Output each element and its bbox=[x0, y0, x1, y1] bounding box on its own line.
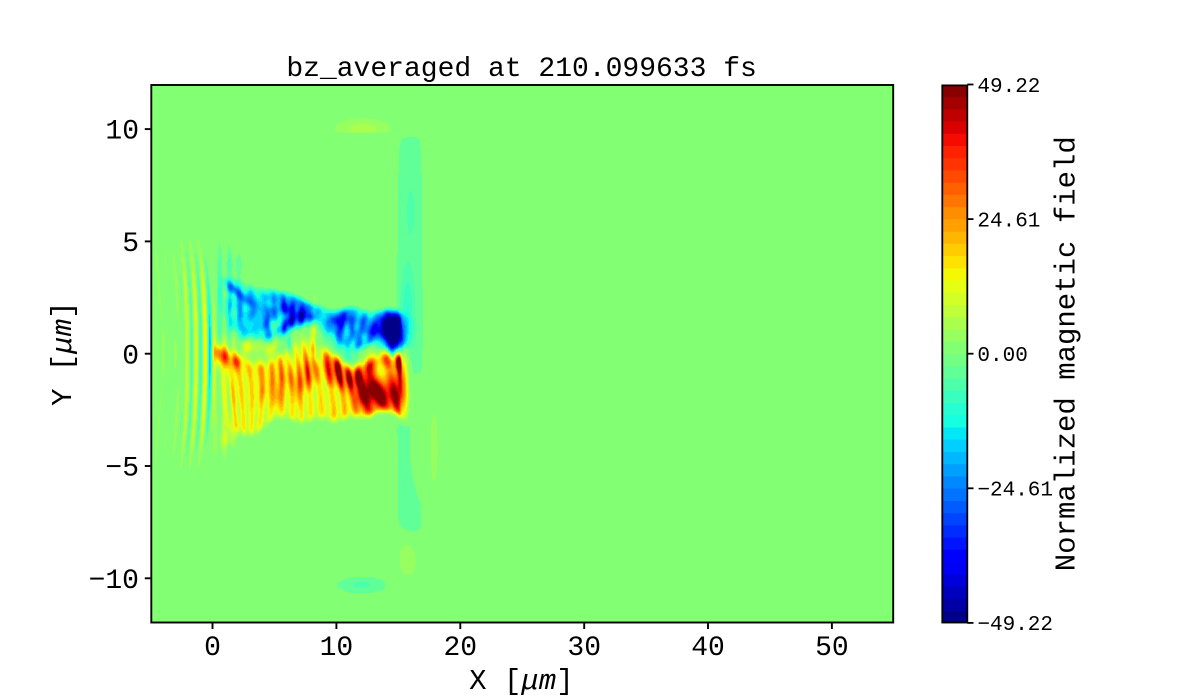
svg-text:20: 20 bbox=[443, 633, 477, 664]
svg-text:10: 10 bbox=[320, 633, 354, 664]
svg-text:Normalized magnetic field: Normalized magnetic field bbox=[1051, 136, 1084, 571]
svg-text:0: 0 bbox=[204, 633, 221, 664]
svg-text:−24.61: −24.61 bbox=[977, 480, 1053, 503]
svg-text:−5: −5 bbox=[105, 454, 139, 485]
svg-text:40: 40 bbox=[691, 633, 725, 664]
svg-text:50: 50 bbox=[815, 633, 849, 664]
svg-text:bz_averaged at 210.099633 fs: bz_averaged at 210.099633 fs bbox=[286, 54, 756, 85]
svg-text:0.00: 0.00 bbox=[977, 345, 1027, 368]
svg-text:24.61: 24.61 bbox=[977, 210, 1040, 233]
svg-text:X [μm]: X [μm] bbox=[469, 665, 573, 698]
svg-text:Y [μm]: Y [μm] bbox=[47, 301, 80, 405]
svg-text:49.22: 49.22 bbox=[977, 76, 1040, 99]
svg-text:0: 0 bbox=[122, 341, 139, 372]
svg-text:10: 10 bbox=[105, 117, 139, 148]
svg-text:−10: −10 bbox=[89, 566, 139, 597]
svg-text:−49.22: −49.22 bbox=[977, 614, 1053, 637]
svg-text:30: 30 bbox=[567, 633, 601, 664]
svg-text:5: 5 bbox=[122, 229, 139, 260]
